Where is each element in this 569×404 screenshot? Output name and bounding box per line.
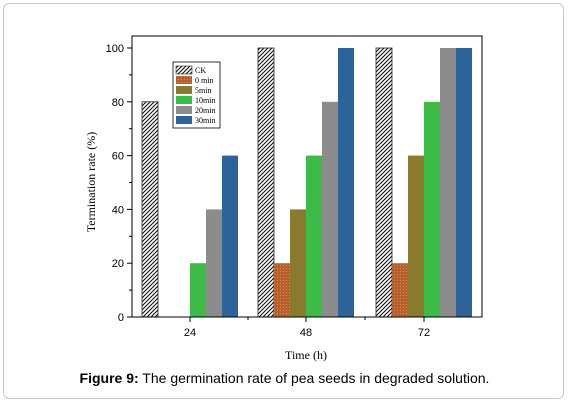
legend-swatch-5min — [176, 86, 192, 94]
plot-frame — [131, 35, 483, 318]
y-tick-label-80: 80 — [112, 97, 124, 109]
y-tick-label-0: 0 — [118, 312, 124, 324]
legend-swatch-CK — [175, 65, 193, 75]
bar-5min-48 — [290, 209, 306, 317]
x-tick-label-24: 24 — [184, 327, 196, 339]
x-axis-label: Time (h) — [285, 348, 327, 362]
legend-label-30min: 30min — [195, 116, 215, 125]
bar-10min-72 — [424, 101, 440, 317]
legend-label-10min: 10min — [195, 96, 215, 105]
legend-swatch-0min — [176, 76, 192, 84]
legend-swatch-10min — [176, 96, 192, 104]
bar-0min-48 — [274, 263, 290, 317]
bar-30min-72 — [456, 48, 472, 317]
legend-label-CK: CK — [195, 66, 206, 75]
bar-10min-48 — [306, 155, 322, 317]
bar-30min-48 — [338, 48, 354, 317]
legend-swatch-20min — [176, 106, 192, 114]
bar-10min-24 — [190, 263, 206, 317]
caption-text: The germination rate of pea seeds in deg… — [138, 370, 490, 386]
bar-30min-24 — [222, 155, 238, 317]
bar-CK-48 — [257, 47, 275, 318]
y-axis-label: Termination rate (%) — [84, 132, 98, 232]
axes-layer: 0 20 40 60 80 100 24 48 72 — [106, 35, 483, 339]
figure-caption: Figure 9: The germination rate of pea se… — [0, 370, 569, 386]
legend-label-20min: 20min — [195, 106, 215, 115]
bar-20min-48 — [322, 101, 338, 317]
bar-0min-72 — [392, 263, 408, 317]
bar-20min-24 — [206, 209, 222, 317]
y-tick-label-20: 20 — [112, 258, 124, 270]
bar-CK-72 — [375, 47, 393, 318]
bars-layer — [141, 47, 472, 318]
x-tick-label-72: 72 — [418, 327, 430, 339]
y-tick-label-40: 40 — [112, 204, 124, 216]
x-tick-label-48: 48 — [300, 327, 312, 339]
legend-label-5min: 5min — [195, 86, 211, 95]
legend-swatch-30min — [176, 116, 192, 124]
bar-20min-72 — [440, 48, 456, 317]
bar-CK-24 — [141, 101, 159, 318]
caption-label: Figure 9: — [79, 370, 139, 386]
y-tick-label-100: 100 — [106, 43, 124, 55]
legend-label-0min: 0 min — [195, 76, 213, 85]
y-tick-label-60: 60 — [112, 151, 124, 163]
bar-5min-72 — [408, 155, 424, 317]
